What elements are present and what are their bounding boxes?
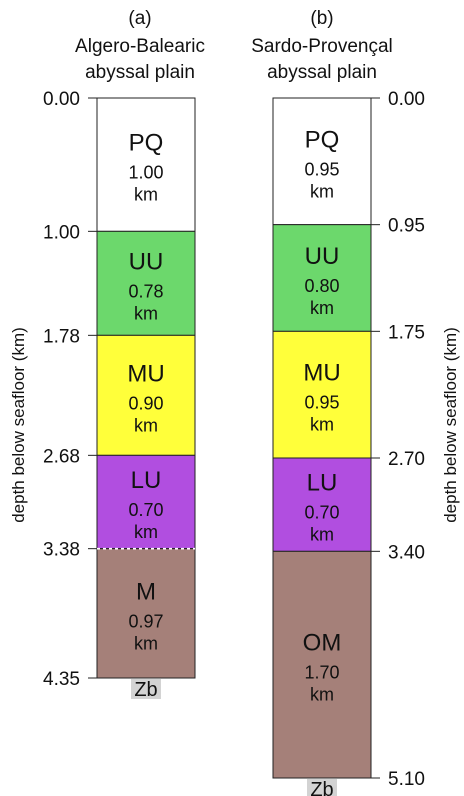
depth-label-b: 2.70 bbox=[388, 449, 425, 470]
unit-thickness-pq-b: 0.95 bbox=[304, 159, 339, 179]
unit-name-pq-a: PQ bbox=[129, 130, 164, 157]
unit-mu-block-b bbox=[272, 330, 372, 459]
depth-label-a: 4.35 bbox=[43, 669, 80, 690]
unit-km-pq-b: km bbox=[310, 181, 334, 201]
unit-km-uu-a: km bbox=[134, 303, 158, 323]
depth-label-a: 3.38 bbox=[43, 540, 80, 561]
unit-thickness-lu-b: 0.70 bbox=[304, 503, 339, 523]
unit-name-lu-a: LU bbox=[131, 467, 162, 494]
unit-thickness-om-b: 1.70 bbox=[304, 663, 339, 683]
unit-name-uu-b: UU bbox=[305, 243, 340, 270]
unit-mu-block-a bbox=[96, 334, 196, 456]
unit-thickness-m-a: 0.97 bbox=[128, 611, 163, 631]
unit-thickness-mu-b: 0.95 bbox=[304, 393, 339, 413]
unit-m-block-a bbox=[96, 548, 196, 679]
unit-km-uu-b: km bbox=[310, 298, 334, 318]
unit-pq-block-a bbox=[96, 97, 196, 232]
unit-km-pq-a: km bbox=[134, 185, 158, 205]
unit-km-m-a: km bbox=[134, 633, 158, 653]
base-label-bg-a bbox=[131, 679, 161, 699]
unit-uu-block-b bbox=[272, 224, 372, 332]
left-axis-label: depth below seafloor (km) bbox=[9, 327, 28, 523]
unit-thickness-uu-b: 0.80 bbox=[304, 276, 339, 296]
right-axis-label: depth below seafloor (km) bbox=[441, 327, 460, 523]
unit-name-mu-b: MU bbox=[303, 360, 340, 387]
unit-name-lu-b: LU bbox=[307, 470, 338, 497]
depth-label-b: 1.75 bbox=[388, 322, 425, 343]
unit-name-mu-a: MU bbox=[127, 360, 164, 387]
unit-name-pq-b: PQ bbox=[305, 126, 340, 153]
depth-label-b: 5.10 bbox=[388, 769, 425, 790]
base-label-bg-b bbox=[307, 779, 337, 796]
depth-label-a: 2.68 bbox=[43, 446, 80, 467]
depth-label-a: 1.78 bbox=[43, 326, 80, 347]
panel-b-label: (b) bbox=[310, 8, 333, 29]
unit-km-lu-a: km bbox=[134, 522, 158, 542]
depth-label-a: 1.00 bbox=[43, 222, 80, 243]
depth-label-a: 0.00 bbox=[43, 89, 80, 110]
panel-a-label: (a) bbox=[128, 8, 151, 29]
depth-label-b: 3.40 bbox=[388, 542, 425, 563]
depth-label-b: 0.95 bbox=[388, 216, 425, 237]
unit-name-uu-a: UU bbox=[129, 248, 164, 275]
base-label-b: Zb bbox=[310, 779, 333, 796]
unit-km-mu-b: km bbox=[310, 415, 334, 435]
unit-name-om-b: OM bbox=[303, 630, 342, 657]
panel-a-title-line1: Algero-Balearic bbox=[75, 36, 205, 57]
column-a: PQ1.00kmUU0.78kmMU0.90kmLU0.70kmM0.97km0… bbox=[43, 89, 196, 701]
panel-a-title-line2: abyssal plain bbox=[85, 62, 195, 83]
unit-thickness-mu-a: 0.90 bbox=[128, 393, 163, 413]
panel-b-title-line2: abyssal plain bbox=[267, 62, 377, 83]
unit-uu-block-a bbox=[96, 230, 196, 336]
unit-thickness-uu-a: 0.78 bbox=[128, 281, 163, 301]
unit-name-m-a: M bbox=[136, 578, 156, 605]
unit-km-mu-a: km bbox=[134, 415, 158, 435]
unit-km-lu-b: km bbox=[310, 525, 334, 545]
panel-b-title-line1: Sardo-Provençal bbox=[251, 36, 393, 57]
unit-thickness-lu-a: 0.70 bbox=[128, 500, 163, 520]
unit-om-block-b bbox=[272, 550, 372, 779]
column-b: PQ0.95kmUU0.80kmMU0.95kmLU0.70kmOM1.70km… bbox=[272, 89, 425, 796]
unit-pq-block-b bbox=[272, 97, 372, 226]
unit-lu-block-a bbox=[96, 454, 196, 550]
depth-label-b: 0.00 bbox=[388, 89, 425, 110]
base-label-a: Zb bbox=[134, 679, 157, 701]
unit-thickness-pq-a: 1.00 bbox=[128, 163, 163, 183]
unit-km-om-b: km bbox=[310, 685, 334, 705]
